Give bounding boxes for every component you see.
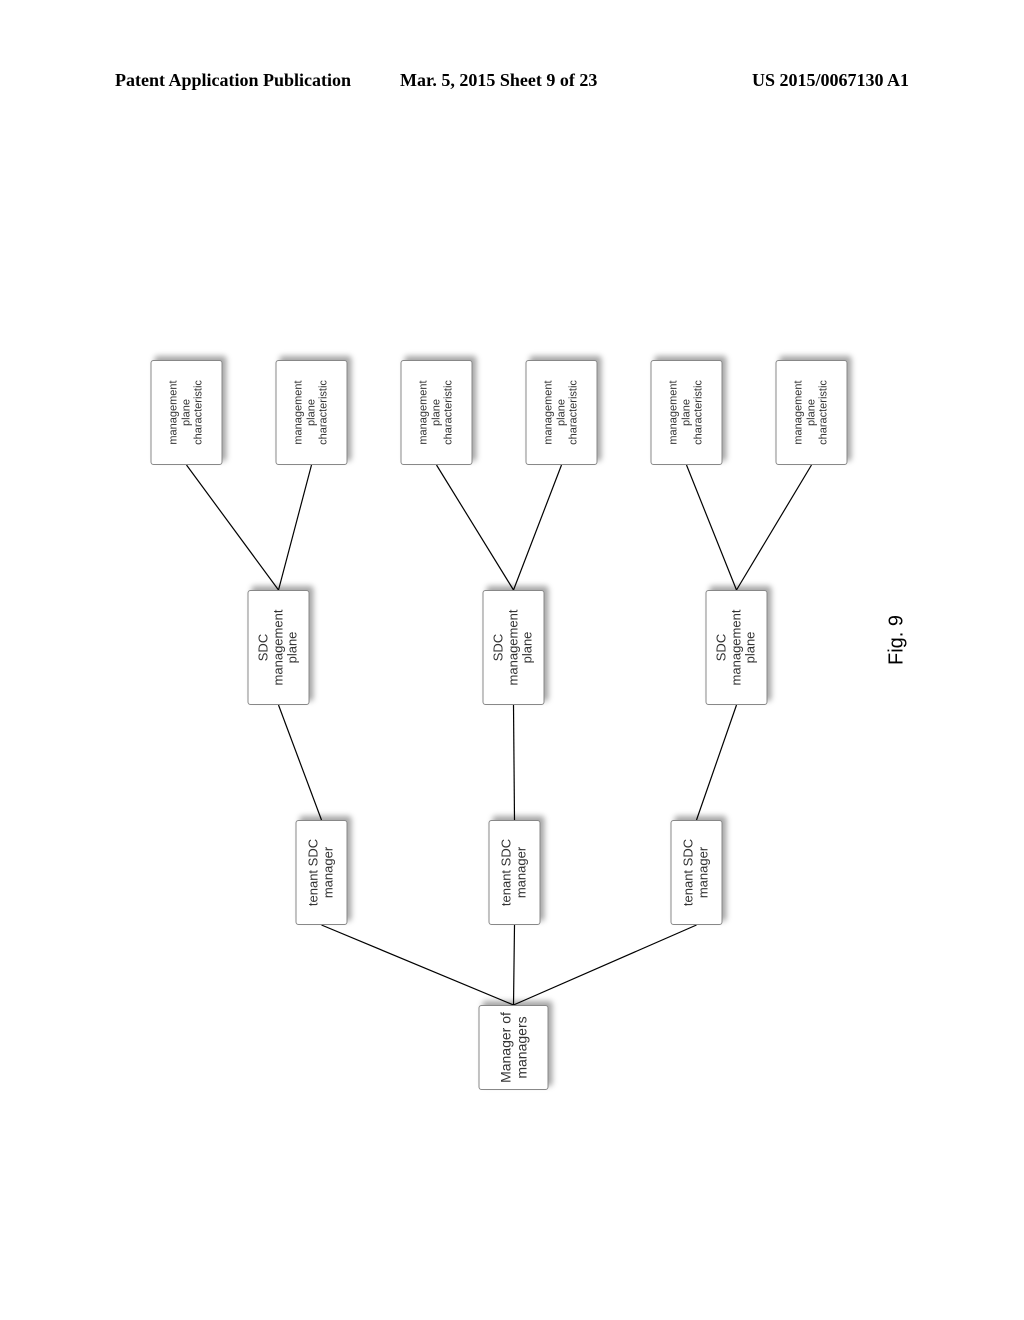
figure-rotated-canvas: Manager of managers tenant SDC manager ten… [115,170,910,1120]
edge [696,705,736,820]
edge [186,465,278,590]
figure-caption: Fig. 9 [885,615,908,665]
edge [436,465,513,590]
node-c5: management plane characteristic [775,360,847,465]
edge [513,925,514,1005]
node-t1: tenant SDC manager [488,820,540,925]
edge [278,465,311,590]
page-header: Patent Application Publication Mar. 5, 2… [0,70,1024,100]
node-p2: SDC management plane [705,590,767,705]
node-p1: SDC management plane [482,590,544,705]
node-c2: management plane characteristic [400,360,472,465]
node-t0: tenant SDC manager [295,820,347,925]
edge [686,465,736,590]
node-root: Manager of managers [478,1005,548,1090]
node-p0: SDC management plane [247,590,309,705]
edge [278,705,321,820]
node-c1: management plane characteristic [275,360,347,465]
figure-stage: Manager of managers tenant SDC manager ten… [115,170,910,1120]
edge [736,465,811,590]
edge [513,705,514,820]
header-right: US 2015/0067130 A1 [752,70,909,91]
edge [513,465,561,590]
node-c4: management plane characteristic [650,360,722,465]
edge [321,925,513,1005]
node-c0: management plane characteristic [150,360,222,465]
edge [513,925,696,1005]
header-left: Patent Application Publication [115,70,351,91]
header-center: Mar. 5, 2015 Sheet 9 of 23 [400,70,597,91]
node-t2: tenant SDC manager [670,820,722,925]
node-c3: management plane characteristic [525,360,597,465]
